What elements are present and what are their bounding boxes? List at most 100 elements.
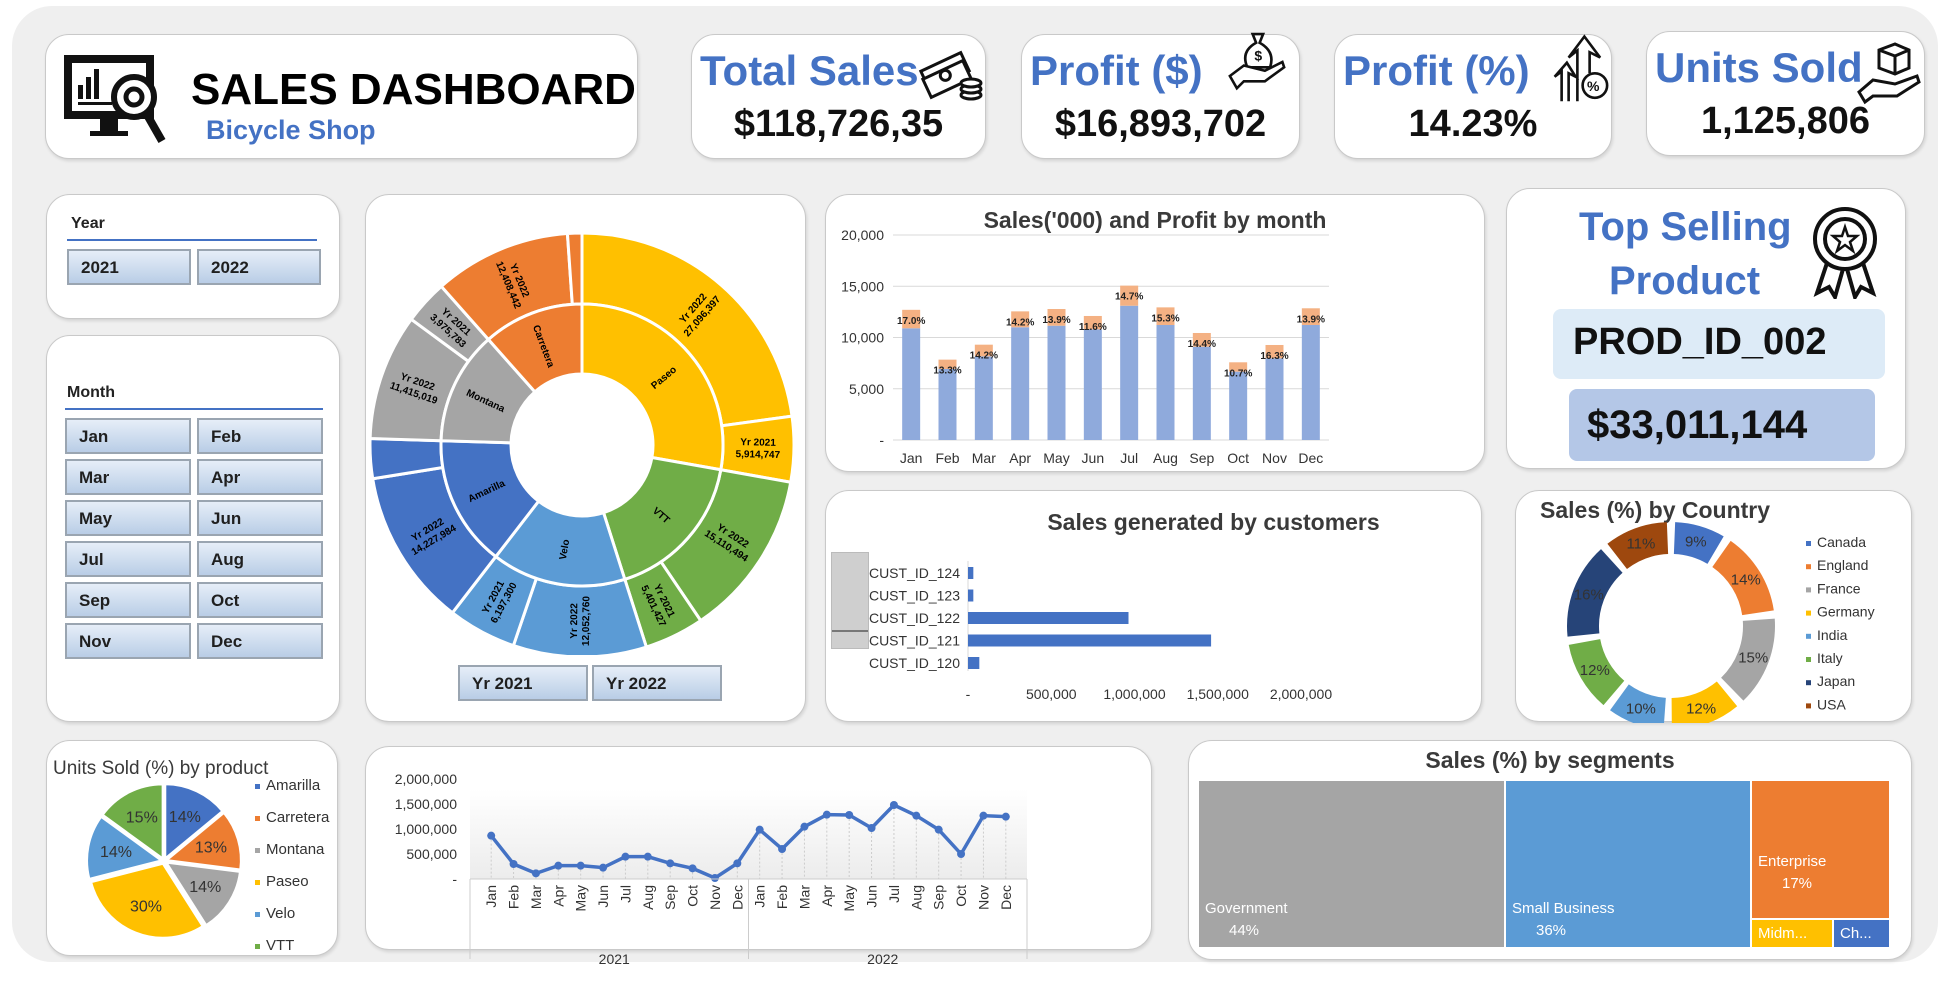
profit-percent-label: 16.3% bbox=[1260, 351, 1288, 362]
units-pie-chart: 14% Amarilla 13% Carretera 14% Montana 30% Pase… bbox=[86, 777, 330, 954]
x-tick-label: May bbox=[841, 885, 857, 911]
month-option-jan[interactable]: Jan bbox=[65, 418, 191, 454]
segment-percent: 44% bbox=[1229, 922, 1260, 939]
slice-group: 16% bbox=[1567, 549, 1623, 637]
top-product-card: Top Selling Product PROD_ID_002 $33,011,… bbox=[1506, 188, 1906, 469]
data-point bbox=[554, 861, 563, 870]
segment-midm-: Midm... bbox=[1752, 920, 1832, 947]
y-tick-label: 20,000 bbox=[841, 227, 884, 243]
x-tick-label: Oct bbox=[953, 885, 969, 907]
slice-england bbox=[1712, 540, 1774, 616]
month-option-sep[interactable]: Sep bbox=[65, 582, 191, 618]
data-point bbox=[576, 861, 585, 870]
profit-percent-label: 10.7% bbox=[1224, 368, 1252, 379]
units-chart-card: Units Sold (%) by product 14% Amarilla 13%… bbox=[46, 740, 338, 956]
customers-chart-card: Sales generated by customers CUST_ID_124… bbox=[825, 490, 1482, 722]
y-tick-label: 10,000 bbox=[841, 330, 884, 346]
x-tick-label: 1,500,000 bbox=[1187, 686, 1249, 702]
data-point bbox=[979, 811, 988, 820]
data-point bbox=[889, 801, 898, 809]
y-tick-label: 500,000 bbox=[406, 846, 457, 862]
sunburst-segment-carretera bbox=[486, 302, 584, 395]
x-tick-label: - bbox=[966, 686, 971, 702]
year-option-2022[interactable]: 2022 bbox=[197, 249, 321, 285]
month-option-dec[interactable]: Dec bbox=[197, 623, 323, 659]
data-point bbox=[509, 860, 518, 868]
slice-label: 14% bbox=[100, 844, 132, 861]
month-option-may[interactable]: May bbox=[65, 500, 191, 536]
month-option-feb[interactable]: Feb bbox=[197, 418, 323, 454]
month-option-jun[interactable]: Jun bbox=[197, 500, 323, 536]
data-point bbox=[912, 811, 921, 820]
year-option-2021[interactable]: 2021 bbox=[67, 249, 191, 285]
slice-group: 9% bbox=[1673, 522, 1724, 564]
segment-small-business: Small Business 36% bbox=[1506, 781, 1750, 947]
month-option-nov[interactable]: Nov bbox=[65, 623, 191, 659]
profit-percent-label: 14.2% bbox=[970, 351, 998, 362]
slice-group: 14% bbox=[86, 815, 164, 881]
sales-trend-line-chart: - 500,000 1,000,000 1,500,000 2,000,000 Jan Fe… bbox=[395, 771, 1028, 967]
slice-group: 11% bbox=[1607, 522, 1669, 570]
customer-label: CUST_ID_121 bbox=[869, 633, 960, 649]
x-tick-label: Nov bbox=[975, 885, 991, 910]
month-option-apr[interactable]: Apr bbox=[197, 459, 323, 495]
sunburst-value-label: 12,052,760 bbox=[581, 596, 593, 647]
segment-enterprise: Enterprise 17% bbox=[1752, 781, 1889, 918]
month-option-oct[interactable]: Oct bbox=[197, 582, 323, 618]
slice-label: 14% bbox=[169, 809, 201, 826]
chart-title: Sales (%) by segments bbox=[1425, 747, 1675, 773]
customer-label: CUST_ID_120 bbox=[869, 655, 960, 671]
month-option-jul[interactable]: Jul bbox=[65, 541, 191, 577]
sales-bar-sep bbox=[1192, 346, 1211, 440]
slice-label: 14% bbox=[1731, 572, 1761, 589]
x-tick-label: Jan bbox=[483, 885, 499, 908]
slice-group: 10% bbox=[1610, 684, 1666, 723]
legend-swatch bbox=[1806, 564, 1811, 570]
segment-percent: 17% bbox=[1782, 875, 1813, 892]
profit-bar-mar bbox=[974, 344, 993, 357]
profit-percent-label: 11.6% bbox=[1079, 322, 1107, 333]
kpi-profit-dollar: Profit ($) $ $16,893,702 bbox=[1021, 32, 1300, 159]
slice-velo bbox=[86, 815, 164, 881]
legend-label: Germany bbox=[1817, 604, 1875, 620]
slice-japan bbox=[1567, 549, 1623, 637]
month-option-mar[interactable]: Mar bbox=[65, 459, 191, 495]
x-tick-label: Mar bbox=[528, 885, 544, 909]
customer-bar-cust_id_121 bbox=[968, 634, 1212, 647]
svg-text:%: % bbox=[1587, 78, 1600, 94]
x-tick-label: Jun bbox=[595, 885, 611, 908]
sales-bar-nov bbox=[1265, 358, 1284, 440]
year-group-label: 2021 bbox=[599, 951, 630, 967]
data-point bbox=[733, 859, 742, 868]
profit-bar-nov bbox=[1265, 344, 1284, 359]
month-option-aug[interactable]: Aug bbox=[197, 541, 323, 577]
sales-bar-jan bbox=[902, 328, 921, 440]
customer-label: CUST_ID_122 bbox=[869, 610, 960, 626]
chart-title: Units Sold (%) by product bbox=[53, 758, 269, 779]
profit-bar-jun bbox=[1083, 315, 1102, 330]
x-tick-label: Sep bbox=[931, 885, 947, 910]
country-donut-chart: 9% Canada 14% England 15% France 12% Germany 10%… bbox=[1567, 522, 1875, 723]
customer-list-scrollbar[interactable] bbox=[831, 552, 869, 649]
slice-group: 13% bbox=[164, 811, 242, 871]
kpi-value: $16,893,702 bbox=[1054, 103, 1267, 145]
profit-bar-aug bbox=[1156, 307, 1175, 325]
sunburst-option-2022[interactable]: Yr 2022 bbox=[592, 665, 722, 701]
profit-percent-label: 14.7% bbox=[1115, 292, 1143, 303]
slice-label: 30% bbox=[130, 898, 162, 915]
data-point bbox=[621, 852, 630, 861]
chart-title: Sales (%) by Country bbox=[1540, 497, 1771, 523]
slice-label: 10% bbox=[1626, 701, 1656, 718]
slice-label: 12% bbox=[1686, 701, 1716, 718]
slice-group: 30% bbox=[90, 862, 204, 939]
profit-bar-apr bbox=[1011, 311, 1030, 328]
legend-swatch bbox=[1806, 657, 1811, 662]
sales-bar-jun bbox=[1083, 329, 1102, 440]
monthly-sales-chart-card: Sales('000) and Profit by month - 5,000 10… bbox=[825, 194, 1485, 472]
sales-bar-feb bbox=[938, 368, 957, 440]
x-tick-label: Mar bbox=[796, 885, 812, 909]
sunburst-option-2021[interactable]: Yr 2021 bbox=[458, 665, 588, 701]
data-point bbox=[1001, 812, 1010, 821]
data-point bbox=[666, 859, 675, 868]
x-tick-label: Jun bbox=[1082, 450, 1105, 466]
